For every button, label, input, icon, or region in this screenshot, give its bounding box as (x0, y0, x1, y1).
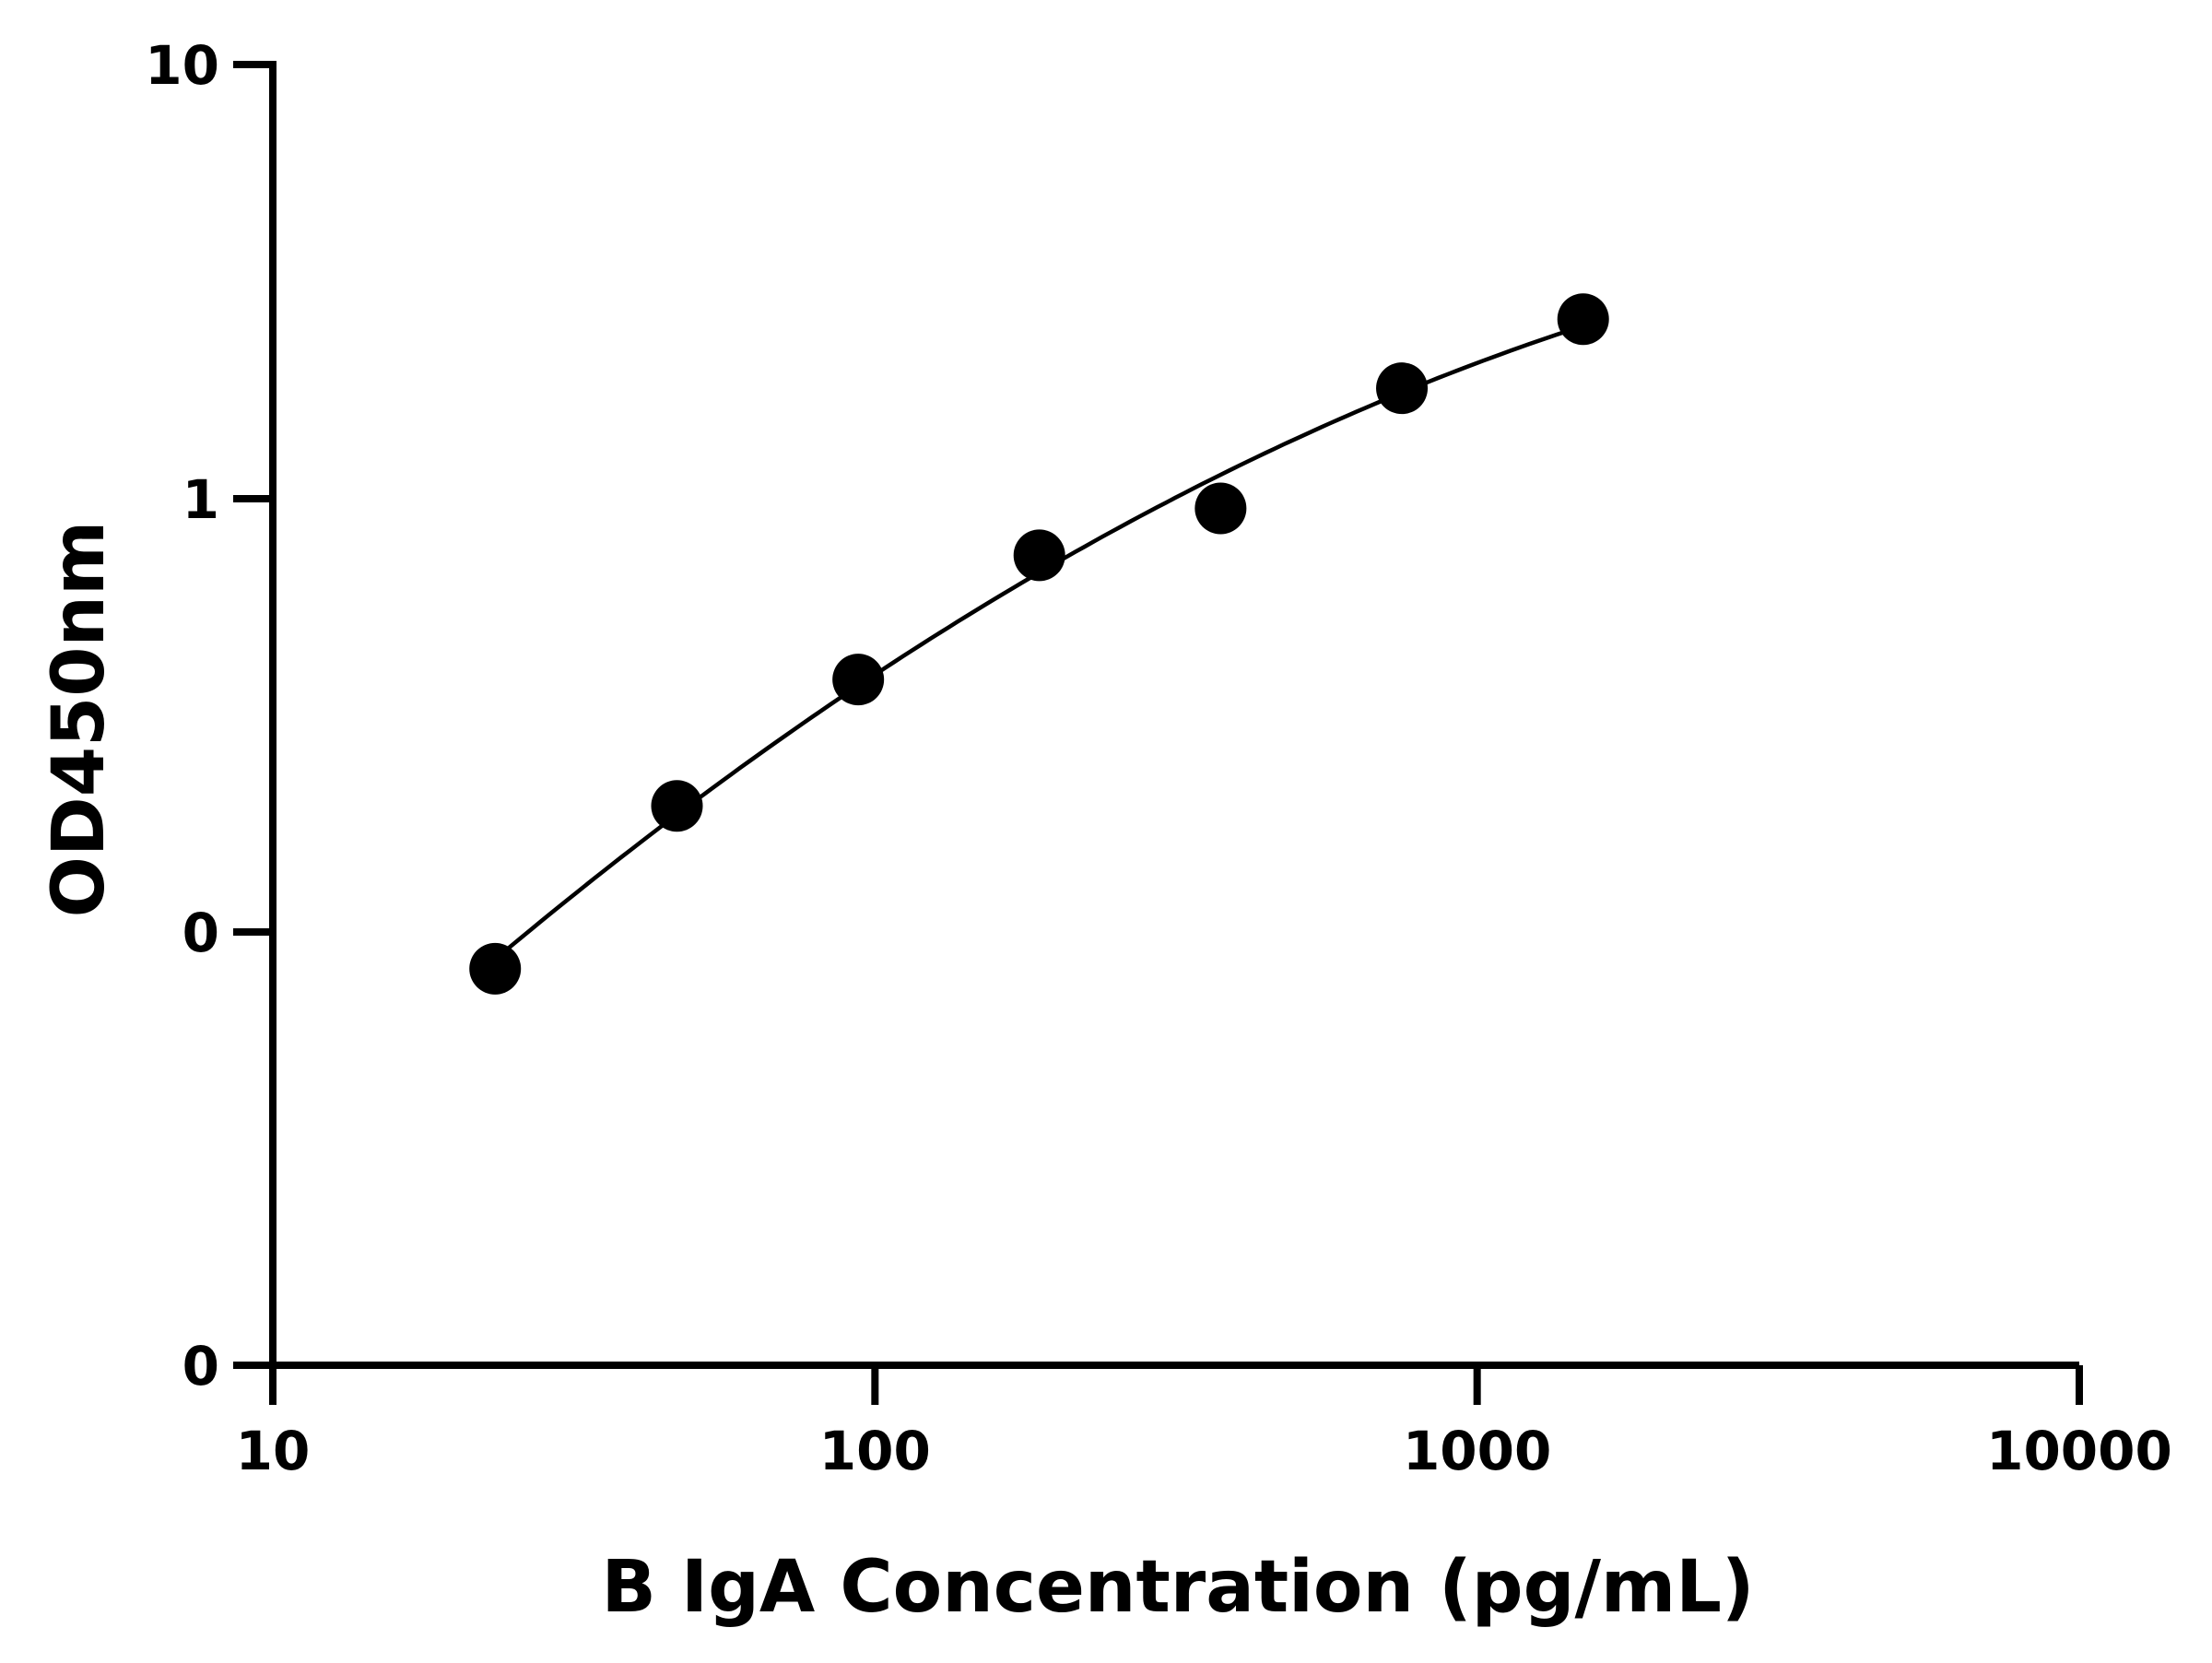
y-axis-title: OD450nm (38, 521, 121, 918)
x-tick-label: 10000 (1986, 1420, 2172, 1482)
data-point (1194, 482, 1247, 535)
fit-curve-layer (493, 324, 1584, 961)
data-point (832, 654, 885, 706)
fit-curve (493, 324, 1584, 961)
axes (233, 61, 2079, 1369)
data-point (1013, 529, 1065, 582)
ticks: 10 100 1000 10000 0 0 1 10 (145, 34, 2172, 1482)
data-point (651, 780, 703, 832)
y-tick-label: 10 (145, 34, 219, 97)
data-point (1557, 293, 1609, 346)
x-tick-label: 100 (819, 1420, 931, 1482)
x-tick-label: 10 (236, 1420, 311, 1482)
data-points (469, 293, 1609, 995)
y-tick-label: 0 (182, 902, 219, 964)
data-point (1376, 362, 1429, 415)
y-tick-label: 1 (182, 468, 219, 531)
x-tick-label: 1000 (1403, 1420, 1551, 1482)
x-axis-title: B IgA Concentration (pg/mL) (601, 1546, 1754, 1629)
y-tick-label: 0 (182, 1335, 219, 1398)
data-point (469, 942, 522, 995)
